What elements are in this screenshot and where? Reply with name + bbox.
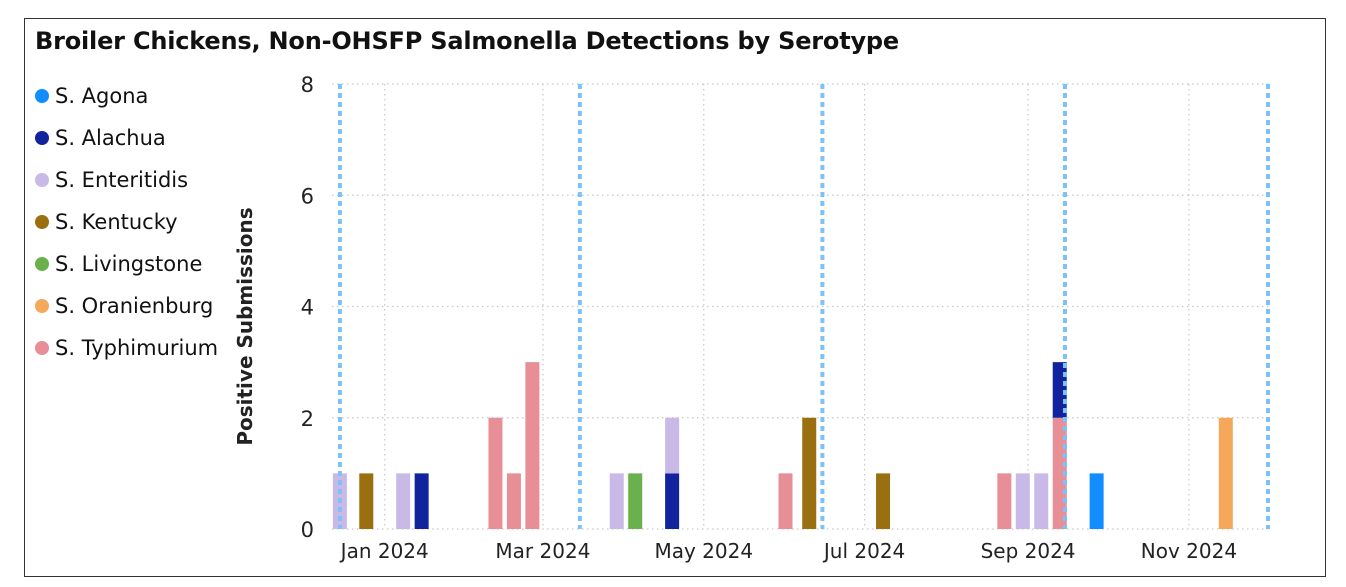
bar-segment [506,473,521,529]
x-tick-label: Nov 2024 [1141,539,1237,563]
legend-label: S. Agona [55,84,149,108]
legend-label: S. Alachua [55,126,166,150]
legend-label: S. Enteritidis [55,168,189,192]
bar-segment [1034,473,1049,529]
bar-segment [414,473,429,529]
x-tick-label: Sep 2024 [981,539,1076,563]
bar-segment [876,473,891,529]
y-tick-label: 8 [301,73,314,97]
bar-segment [1218,417,1233,529]
bar-segment [997,473,1012,529]
x-tick-label: Mar 2024 [495,539,590,563]
legend-item[interactable]: S. Kentucky [35,201,218,243]
legend-dot [35,299,49,313]
chart-title: Broiler Chickens, Non-OHSFP Salmonella D… [35,27,899,55]
bar-segment [665,417,680,474]
legend-item[interactable]: S. Typhimurium [35,327,218,369]
legend: S. Agona S. Alachua S. Enteritidis S. Ke… [35,75,218,369]
legend-dot [35,173,49,187]
legend-item[interactable]: S. Livingstone [35,243,218,285]
bar-segment [1089,473,1104,529]
legend-dot [35,215,49,229]
legend-label: S. Typhimurium [55,336,219,360]
x-tick-label: Jul 2024 [822,539,905,563]
bar-segment [525,362,540,529]
bar-segment [802,417,817,529]
bar-segment [778,473,793,529]
bar-segment [1015,473,1030,529]
legend-label: S. Kentucky [55,210,178,234]
legend-label: S. Oranienburg [55,294,214,318]
legend-dot [35,341,49,355]
legend-dot [35,89,49,103]
bar-segment [396,473,411,529]
bar-segment [488,417,503,529]
y-tick-label: 2 [301,407,314,431]
y-tick-label: 4 [301,296,314,320]
legend-item[interactable]: S. Oranienburg [35,285,218,327]
x-tick-label: Jan 2024 [339,539,429,563]
legend-dot [35,257,49,271]
legend-dot [35,131,49,145]
x-tick-label: May 2024 [654,539,753,563]
y-axis-label: Positive Submissions [233,207,257,445]
legend-label: S. Livingstone [55,252,203,276]
y-tick-label: 6 [301,184,314,208]
bar-segment [628,473,643,529]
bar-segment [609,473,624,529]
legend-item[interactable]: S. Alachua [35,117,218,159]
legend-item[interactable]: S. Agona [35,75,218,117]
y-tick-label: 0 [301,518,314,542]
bar-segment [665,473,680,529]
legend-item[interactable]: S. Enteritidis [35,159,218,201]
bar-segment [359,473,374,529]
